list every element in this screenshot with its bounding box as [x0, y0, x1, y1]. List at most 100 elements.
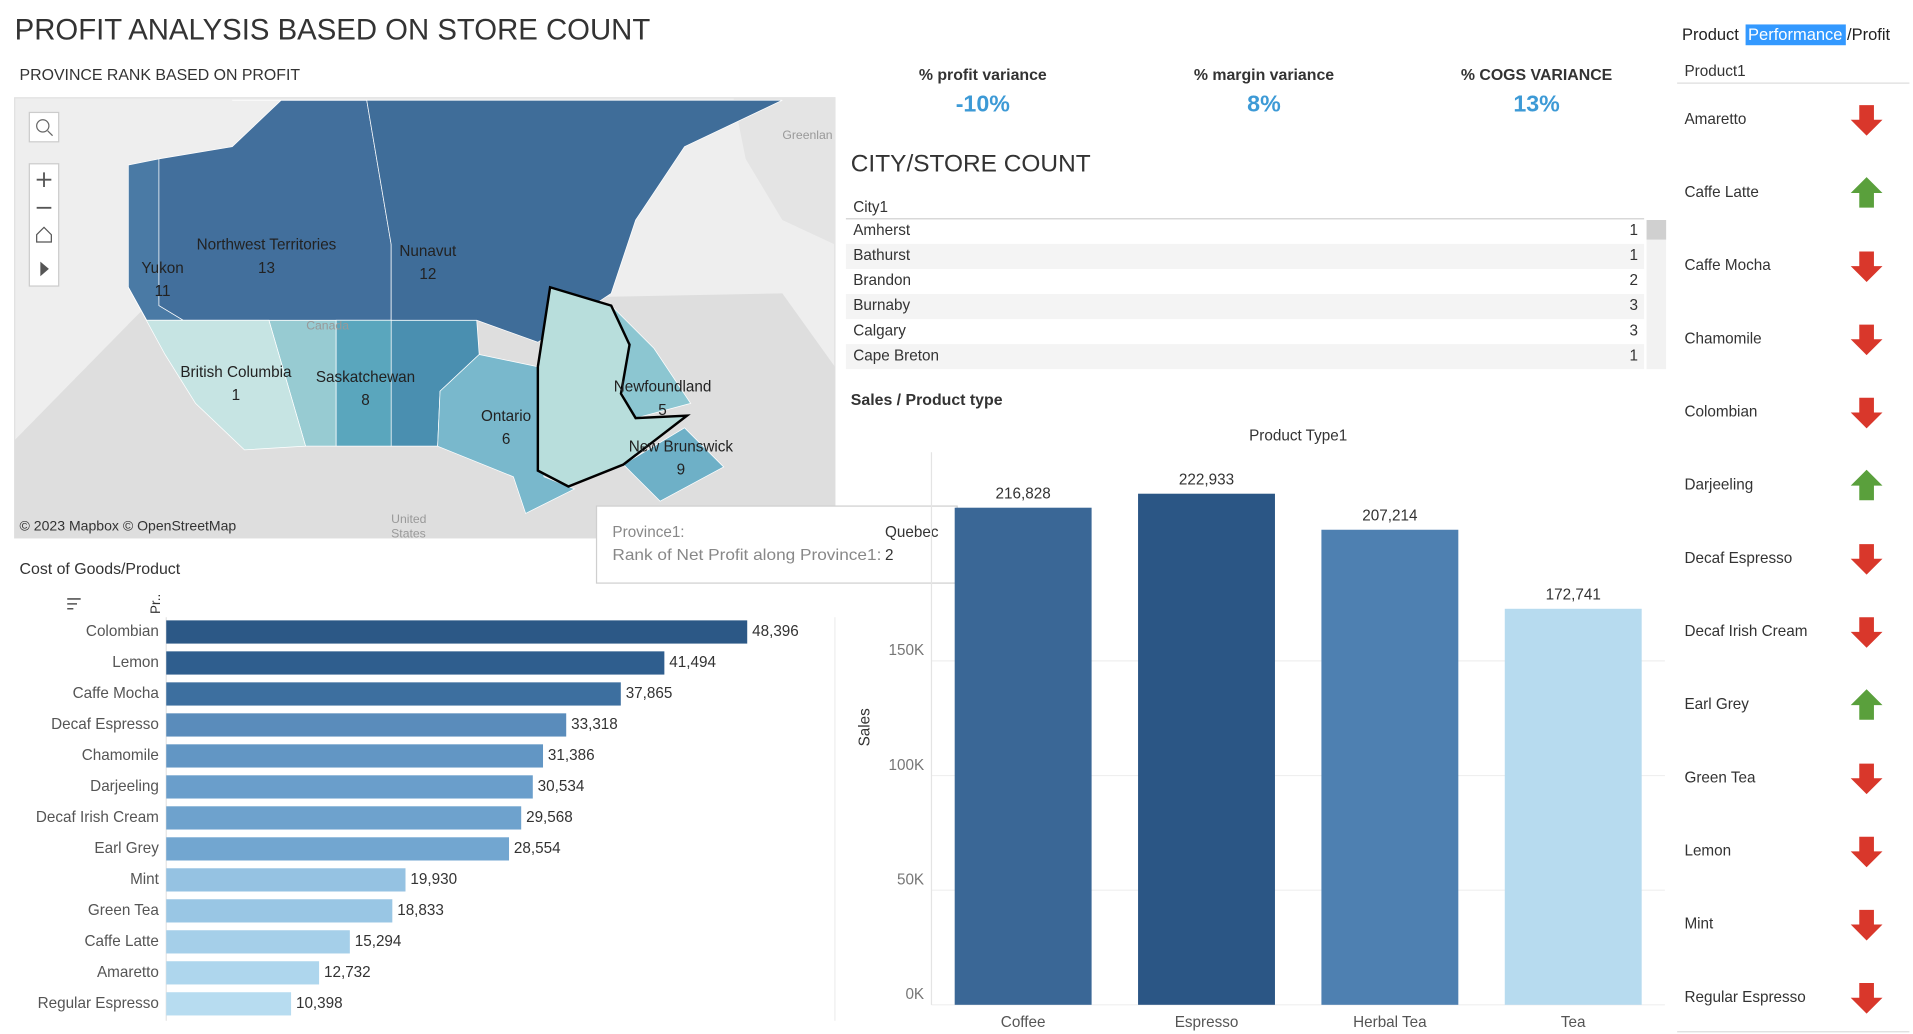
product-name: Amaretto — [1684, 111, 1746, 128]
province-rank: 6 — [502, 431, 511, 448]
map-home[interactable] — [36, 226, 52, 243]
sort-icon[interactable] — [67, 598, 81, 610]
x-tick-label: Espresso — [1175, 1014, 1239, 1031]
chart-title: Cost of Goods/Product — [20, 561, 181, 578]
province-label: Northwest Territories — [197, 237, 337, 254]
province-rank: 11 — [155, 283, 171, 300]
x-header: Product Type1 — [1249, 427, 1347, 444]
category-label: Amaretto — [97, 964, 159, 981]
x-tick-label: Herbal Tea — [1353, 1014, 1427, 1031]
province-shape[interactable] — [128, 287, 307, 451]
bar[interactable] — [166, 806, 522, 830]
value-label: 48,396 — [752, 623, 799, 640]
bar[interactable] — [166, 868, 406, 892]
trend-arrow — [1850, 617, 1883, 648]
panel-title: Product — [1682, 26, 1739, 44]
kpi-label: % COGS VARIANCE — [1461, 67, 1612, 84]
city-name: Brandon — [853, 272, 911, 289]
city-name: Bathurst — [853, 247, 911, 264]
trend-arrow — [1850, 836, 1883, 868]
bar[interactable] — [166, 899, 393, 923]
tooltip-label: Rank of Net Profit along Province1: — [612, 547, 881, 564]
map-controls[interactable] — [28, 111, 60, 287]
trend-arrow — [1850, 324, 1883, 356]
value-label: 216,828 — [996, 485, 1051, 502]
province-shape[interactable] — [232, 99, 783, 343]
bar[interactable] — [166, 744, 544, 768]
product-name: Caffe Mocha — [1684, 257, 1771, 274]
bar[interactable] — [166, 961, 320, 985]
kpi-value: -10% — [956, 90, 1011, 116]
province-shape[interactable] — [335, 319, 392, 447]
trend-arrow — [1850, 983, 1883, 1014]
product-name: Regular Espresso — [1684, 989, 1805, 1006]
store-count: 1 — [1630, 347, 1639, 364]
province-selected[interactable] — [536, 285, 691, 488]
province-rank: 1 — [232, 387, 241, 404]
province-label: Nunavut — [399, 243, 457, 260]
trend-arrow — [1850, 105, 1883, 136]
province-shape[interactable] — [622, 427, 725, 502]
category-label: Earl Grey — [94, 840, 159, 857]
y-tick-label: 0K — [905, 986, 924, 1003]
search-icon — [47, 130, 53, 137]
value-label: 15,294 — [355, 933, 402, 950]
bar[interactable] — [166, 992, 292, 1016]
x-tick-label: Tea — [1561, 1014, 1586, 1031]
value-label: 37,865 — [626, 685, 673, 702]
city-name: Burnaby — [853, 297, 910, 314]
trend-arrow — [1850, 177, 1883, 208]
bar[interactable] — [166, 651, 665, 675]
trend-arrow — [1850, 251, 1883, 283]
kpi-value: 8% — [1247, 90, 1281, 116]
value-label: 222,933 — [1179, 471, 1234, 488]
province-label: Saskatchewan — [316, 369, 415, 386]
store-count: 1 — [1630, 222, 1639, 239]
bar[interactable] — [166, 837, 510, 861]
panel-header: Product1 — [1684, 63, 1745, 80]
bar[interactable] — [166, 713, 567, 737]
value-label: 172,741 — [1546, 586, 1601, 603]
trend-arrow — [1850, 469, 1883, 501]
map-search[interactable] — [28, 111, 60, 143]
category-label: Mint — [130, 871, 160, 888]
scroll-thumb[interactable] — [1646, 220, 1667, 240]
province-rank: 9 — [677, 462, 686, 479]
value-label: 29,568 — [526, 809, 573, 826]
category-label: Decaf Irish Cream — [36, 809, 159, 826]
y-tick-label: 150K — [888, 642, 924, 659]
value-label: 33,318 — [571, 716, 618, 733]
zoom-in[interactable] — [36, 172, 52, 188]
bar[interactable] — [954, 507, 1092, 1005]
table-scrollbar[interactable] — [1646, 220, 1667, 370]
value-label: 30,534 — [538, 778, 585, 795]
product-name: Darjeeling — [1684, 477, 1753, 494]
category-label: Chamomile — [82, 747, 159, 764]
tooltip-frame — [595, 505, 958, 584]
province-label: Ontario — [481, 408, 531, 425]
category-label: Green Tea — [88, 902, 160, 919]
province-label: Newfoundland — [614, 379, 712, 396]
product-name: Green Tea — [1684, 769, 1756, 786]
kpi-label: % margin variance — [1194, 67, 1334, 84]
map-title: PROVINCE RANK BASED ON PROFIT — [20, 67, 301, 84]
value-label: 28,554 — [514, 840, 561, 857]
map-pan[interactable] — [40, 261, 49, 277]
city-name: Calgary — [853, 322, 906, 339]
selection-highlight — [1745, 24, 1846, 46]
trend-arrow — [1850, 909, 1883, 941]
bar[interactable] — [1321, 529, 1459, 1005]
bar[interactable] — [166, 682, 621, 706]
tooltip-label: Province1: — [612, 524, 684, 541]
product-name: Colombian — [1684, 403, 1757, 420]
bar[interactable] — [1504, 608, 1642, 1005]
trend-arrow — [1850, 689, 1883, 720]
x-tick-label: Coffee — [1001, 1014, 1046, 1031]
bar[interactable] — [166, 930, 350, 954]
bar[interactable] — [166, 775, 533, 799]
kpi-label: % profit variance — [919, 67, 1047, 84]
bar[interactable] — [1138, 493, 1275, 1005]
table-title: CITY/STORE COUNT — [851, 150, 1091, 177]
bar[interactable] — [166, 620, 748, 644]
